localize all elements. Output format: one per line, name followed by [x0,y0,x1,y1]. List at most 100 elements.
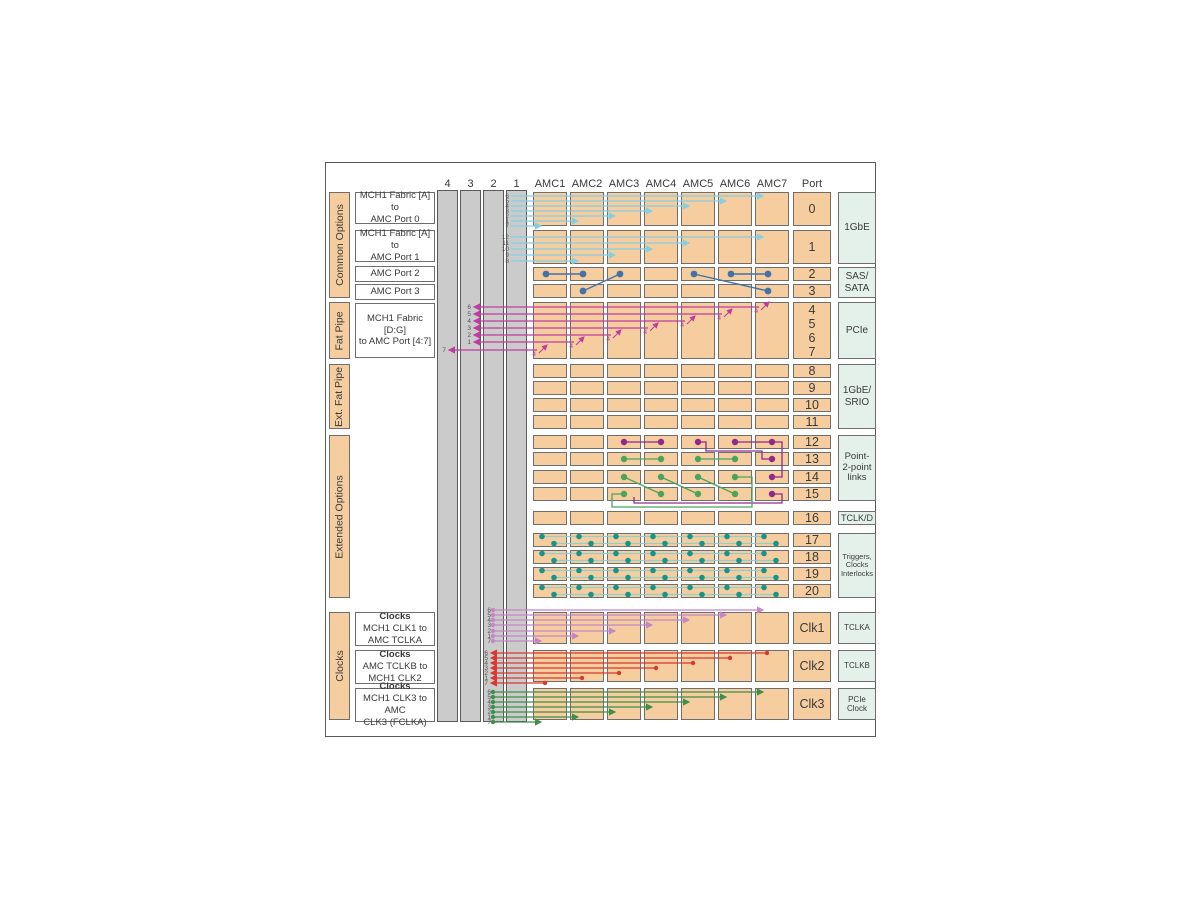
trigger-dot [662,574,668,581]
trigger-dot [761,533,767,540]
trigger-dot [613,533,619,540]
fat-pipe-lane-tick [612,329,622,339]
sas-link [582,273,621,292]
trigger-dot [736,591,742,598]
fat-pipe-lane-number: 1 [467,339,471,346]
amc-port-box [681,650,715,682]
clk2-tclkb-to-mch-amc-dot [764,650,770,656]
amc-port-box [681,364,715,378]
clk2-tclkb-to-mch-lane-number: 6 [484,650,488,657]
protocol-label: 1GbE [838,192,876,264]
trigger-dot [551,591,557,598]
amc-port-box [681,398,715,412]
clk2-tclkb-to-mch-lane-number: 3 [484,665,488,672]
mch-port-bar-4 [437,190,458,722]
port-number-box: 14 [793,470,831,484]
p2p-purple-dot [694,438,702,446]
amc-port-box [644,267,678,281]
trigger-dot [576,550,582,557]
trigger-dot [613,584,619,591]
mch-bar-header: 3 [467,178,474,190]
sas-dot [542,270,550,278]
p2p-green-dot [657,455,665,463]
trigger-dot [625,557,631,564]
trigger-dot [699,557,705,564]
trigger-dot [699,591,705,598]
fabric-a-port0-lane-number: 5 [505,198,509,205]
amc-port-box [607,398,641,412]
amc-port-box [570,452,604,466]
port-column-header: Port [801,178,823,190]
amc-port-box [533,415,567,429]
trigger-dot [773,557,779,564]
trigger-dot [551,557,557,564]
amc-port-box [718,511,752,525]
amc-port-box [533,230,567,264]
amc-port-box [570,650,604,682]
p2p-purple-dot [768,473,776,481]
mch-bar-header: 4 [444,178,451,190]
fat-pipe-lane-width: 4 [532,351,536,358]
amc-port-box [533,302,567,359]
amc-port-box [718,688,752,720]
amc-port-box [755,511,789,525]
sidebar-section-clocks: Clocks [329,612,350,720]
trigger-dot [687,567,693,574]
trigger-dot [539,584,545,591]
clk1-mch-to-tclka-lane-number: 4 [487,617,491,624]
amc-port-box [644,364,678,378]
clk1-mch-to-tclka-lane-number: 2 [487,628,491,635]
amc-port-box [718,415,752,429]
clk3-mch-to-fclka-origin-dot [490,714,496,720]
amc-port-box [607,650,641,682]
amc-port-box [681,192,715,226]
amc-port-box [570,381,604,395]
amc-port-box [533,192,567,226]
p2p-purple-dot [731,438,739,446]
amc-port-box [755,302,789,359]
amc-port-box [718,364,752,378]
port-number-box: 8 [793,364,831,378]
trigger-dot [613,550,619,557]
clk1-mch-to-tclka-origin-dot [490,638,496,644]
p2p-green-dot [657,473,665,481]
amc-port-box [533,511,567,525]
clk1-mch-to-tclka-lane-number: 5 [487,612,491,619]
clk3-mch-to-fclka-origin-dot [490,719,496,725]
mapping-description-box: Clocks MCH1 CLK3 to AMC CLK3 (FCLKA) [355,681,435,728]
port-number-box: 11 [793,415,831,429]
trigger-dot [724,567,730,574]
trigger-dot [539,567,545,574]
amc-column-header: AMC6 [719,178,751,190]
protocol-label: TCLK/D [838,511,876,525]
amc-port-box [644,398,678,412]
amc-port-box [533,650,567,682]
clk1-mch-to-tclka-lane-number: 6 [487,607,491,614]
trigger-dot [699,540,705,547]
protocol-label: Triggers, Clocks Interlocks [838,533,876,598]
clk3-mch-to-fclka-lane-number: 3 [487,704,491,711]
clk1-mch-to-tclka-lane-number: 1 [487,633,491,640]
trigger-dot [761,550,767,557]
p2p-green-dot [620,473,628,481]
amc-port-box [718,302,752,359]
clk1-mch-to-tclka-origin-dot [490,612,496,618]
amc-port-box [718,650,752,682]
clk2-tclkb-to-mch-lane-number: 1 [484,675,488,682]
amc-port-box [644,415,678,429]
clk1-mch-to-tclka-origin-dot [490,628,496,634]
trigger-dot [736,540,742,547]
amc-port-box [570,487,604,501]
trigger-dot [588,540,594,547]
mapping-description-box: Clocks MCH1 CLK1 to AMC TCLKA [355,611,435,646]
amc-port-box [755,364,789,378]
port-number-box: 20 [793,584,831,598]
sas-dot [764,287,772,295]
port-number-box: 15 [793,487,831,501]
amc-port-box [533,284,567,298]
p2p-green-link [660,476,699,495]
amc-port-box [755,650,789,682]
amc-port-box [681,511,715,525]
trigger-dot [773,591,779,598]
trigger-dot [650,584,656,591]
